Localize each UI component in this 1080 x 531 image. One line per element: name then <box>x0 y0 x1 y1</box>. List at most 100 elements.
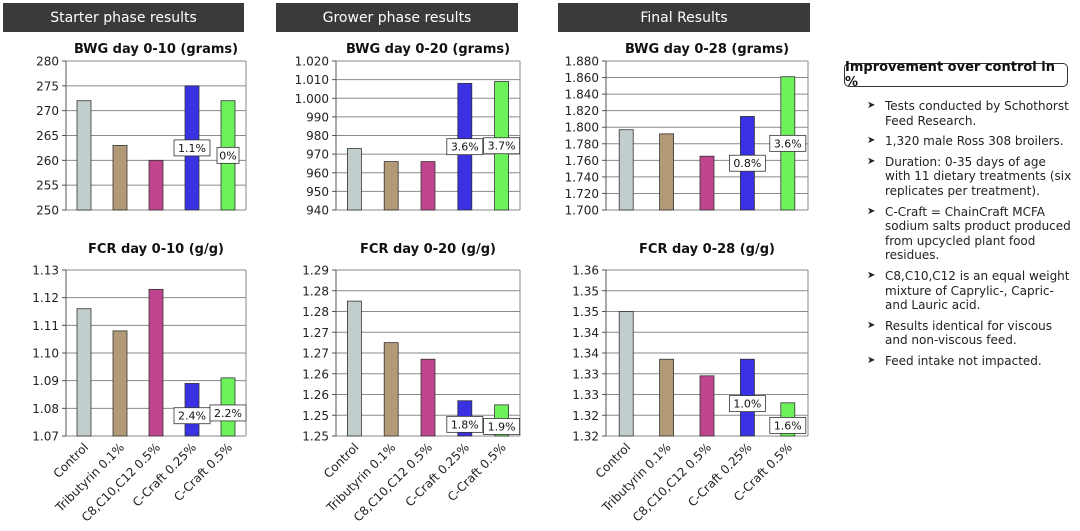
chart-title: BWG day 0-10 (grams) <box>74 42 238 57</box>
y-tick-label: 1.07 <box>32 430 59 444</box>
note-item: ➤ Results identical for viscous and non-v… <box>862 319 1074 348</box>
improvement-label: 1.1% <box>178 142 206 155</box>
improvement-legend-title: Improvement over control in % <box>844 60 1068 90</box>
improvement-label-box <box>446 415 484 433</box>
bar <box>618 311 634 437</box>
bar <box>76 308 92 437</box>
arrow-icon: ➤ <box>867 354 876 366</box>
y-tick-label: 1.32 <box>572 430 599 444</box>
bar <box>148 288 164 437</box>
bar <box>618 129 634 211</box>
y-tick-label: 1.840 <box>565 88 599 102</box>
y-tick-label: 1.27 <box>302 347 329 361</box>
note-text: C-Craft = ChainCraft MCFA sodium salts p… <box>885 204 1071 263</box>
y-tick-label: 970 <box>306 148 329 162</box>
chart-title: FCR day 0-20 (g/g) <box>360 242 496 257</box>
note-text: Feed intake not impacted. <box>885 353 1042 368</box>
bar <box>383 161 399 211</box>
arrow-icon: ➤ <box>867 205 876 217</box>
y-tick-label: 1.35 <box>572 284 599 298</box>
improvement-label-box <box>173 139 211 157</box>
y-tick-label: 1.33 <box>572 367 599 381</box>
y-tick-label: 1.33 <box>572 388 599 402</box>
note-item: ➤ C8,C10,C12 is an equal weight mixture o… <box>862 269 1074 313</box>
bar <box>420 358 436 437</box>
bar <box>112 330 128 437</box>
improvement-label: 2.4% <box>178 410 206 423</box>
arrow-icon: ➤ <box>867 135 876 147</box>
final-results-header: Final Results <box>558 3 810 32</box>
starter-phase-header: Starter phase results <box>3 3 244 32</box>
y-tick-label: 1.34 <box>572 326 599 340</box>
y-tick-label: 1.29 <box>302 264 329 278</box>
improvement-label-box <box>729 154 766 172</box>
arrow-icon: ➤ <box>867 269 876 281</box>
bar <box>148 159 164 211</box>
note-item: ➤ C-Craft = ChainCraft MCFA sodium salts … <box>862 205 1074 263</box>
y-tick-label: 1.10 <box>32 347 59 361</box>
y-tick-label: 1.26 <box>302 367 329 381</box>
y-tick-label: 275 <box>36 79 59 93</box>
y-tick-label: 980 <box>306 129 329 143</box>
y-tick-label: 1.36 <box>572 264 599 278</box>
x-tick-label: Tributyrin 0.1% <box>599 440 674 515</box>
note-text: C8,C10,C12 is an equal weight mixture of… <box>885 268 1070 313</box>
improvement-label: 3.6% <box>774 137 802 150</box>
improvement-label-box <box>769 134 807 152</box>
y-tick-label: 940 <box>306 204 329 218</box>
y-tick-label: 1.28 <box>302 305 329 319</box>
y-tick-label: 990 <box>306 110 329 124</box>
y-tick-label: 1.010 <box>295 73 329 87</box>
chart-title: BWG day 0-28 (grams) <box>625 42 789 57</box>
y-tick-label: 265 <box>36 129 59 143</box>
bar <box>346 148 362 211</box>
note-item: ➤ 1,320 male Ross 308 broilers. <box>862 134 1074 149</box>
x-tick-label: Control <box>593 440 634 481</box>
improvement-label-box <box>483 137 521 155</box>
y-tick-label: 280 <box>36 55 59 69</box>
y-tick-label: 1.13 <box>32 264 59 278</box>
note-text: Duration: 0-35 days of age with 11 dieta… <box>885 154 1072 198</box>
y-tick-label: 1.26 <box>302 388 329 402</box>
improvement-label: 3.7% <box>488 140 516 153</box>
y-tick-label: 1.35 <box>572 305 599 319</box>
bar <box>112 145 128 211</box>
y-tick-label: 255 <box>36 179 59 193</box>
y-tick-label: 1.09 <box>32 374 59 388</box>
grower-phase-header: Grower phase results <box>276 3 518 32</box>
improvement-label: 1.9% <box>488 420 516 433</box>
note-text: Results identical for viscous and non-vi… <box>885 318 1053 348</box>
note-item: ➤ Tests conducted by Schothorst Feed Rese… <box>862 99 1074 128</box>
x-tick-label: C-Craft 0.25% <box>130 440 199 509</box>
y-tick-label: 1.08 <box>32 402 59 416</box>
bar <box>383 342 399 437</box>
improvement-label: 1.0% <box>733 398 761 411</box>
y-tick-label: 1.700 <box>565 204 599 218</box>
note-text: Tests conducted by Schothorst Feed Resea… <box>885 99 1069 128</box>
chart-title: FCR day 0-28 (g/g) <box>639 242 775 257</box>
y-tick-label: 1.780 <box>565 137 599 151</box>
note-text: 1,320 male Ross 308 broilers. <box>885 134 1064 149</box>
bar <box>699 375 715 437</box>
improvement-label: 2.2% <box>214 407 242 420</box>
bar <box>420 161 436 211</box>
improvement-label-box <box>729 395 766 413</box>
y-tick-label: 1.020 <box>295 55 329 69</box>
y-tick-label: 1.820 <box>565 104 599 118</box>
improvement-label-box <box>216 146 240 164</box>
improvement-label-box <box>446 138 484 156</box>
y-tick-label: 1.25 <box>302 430 329 444</box>
improvement-label: 3.6% <box>451 141 479 154</box>
improvement-label: 1.8% <box>451 418 479 431</box>
y-tick-label: 1.28 <box>302 284 329 298</box>
y-tick-label: 1.11 <box>32 319 59 333</box>
y-tick-label: 1.27 <box>302 326 329 340</box>
y-tick-label: 1.800 <box>565 121 599 135</box>
improvement-label: 0.8% <box>733 157 761 170</box>
chart-title: BWG day 0-20 (grams) <box>346 42 510 57</box>
y-tick-label: 1.860 <box>565 71 599 85</box>
note-item: ➤ Duration: 0-35 days of age with 11 diet… <box>862 155 1074 199</box>
chart-title: FCR day 0-10 (g/g) <box>88 242 224 257</box>
y-tick-label: 1.12 <box>32 291 59 305</box>
bar <box>699 155 715 211</box>
